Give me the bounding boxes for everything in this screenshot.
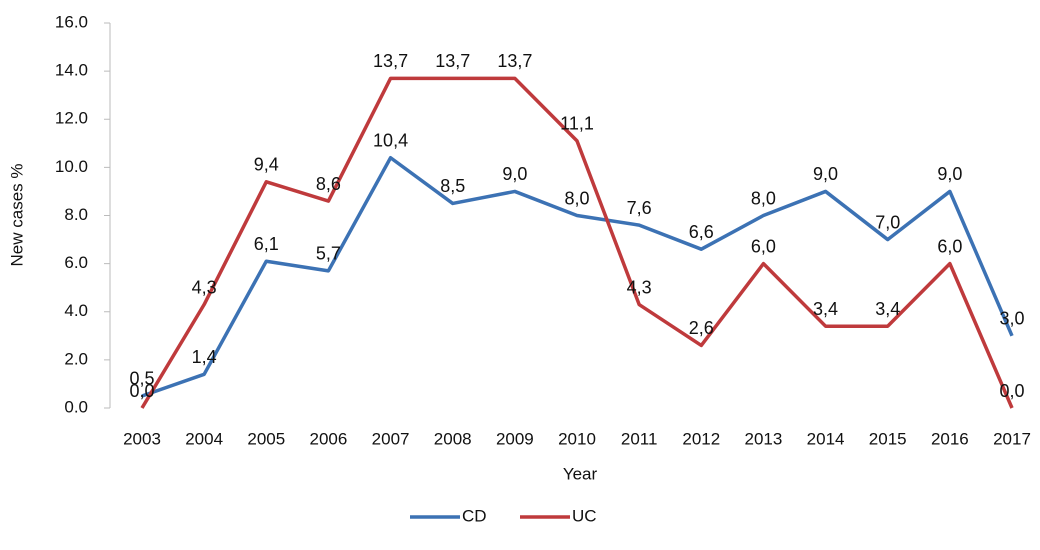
value-label: 9,0 — [937, 164, 962, 184]
y-tick-label: 10.0 — [55, 157, 88, 176]
value-label: 9,4 — [254, 155, 279, 175]
value-label: 10,4 — [373, 131, 408, 151]
x-tick-label: 2009 — [496, 429, 534, 448]
value-label: 8,6 — [316, 174, 341, 194]
value-label: 1,4 — [192, 347, 217, 367]
value-label: 6,6 — [689, 222, 714, 242]
x-tick-label: 2012 — [682, 429, 720, 448]
series-line — [141, 156, 1014, 398]
y-tick-label: 4.0 — [64, 301, 88, 320]
y-tick-label: 6.0 — [64, 253, 88, 272]
value-label: 11,1 — [560, 114, 594, 134]
x-tick-label: 2005 — [247, 429, 285, 448]
x-tick-label: 2004 — [185, 429, 223, 448]
legend-label: UC — [572, 506, 597, 525]
value-label: 13,7 — [373, 51, 408, 71]
x-tick-label: 2010 — [558, 429, 596, 448]
value-label: 7,6 — [627, 198, 652, 218]
x-tick-label: 2017 — [993, 429, 1031, 448]
value-label: 5,7 — [316, 244, 341, 264]
y-tick-label: 12.0 — [55, 109, 88, 128]
y-tick-label: 2.0 — [64, 349, 88, 368]
value-label: 8,0 — [564, 188, 589, 208]
x-axis-title: Year — [563, 464, 598, 483]
x-tick-label: 2006 — [310, 429, 348, 448]
value-label: 0,0 — [129, 381, 154, 401]
value-label: 7,0 — [875, 212, 900, 232]
x-tick-label: 2008 — [434, 429, 472, 448]
value-label: 9,0 — [813, 164, 838, 184]
value-label: 0,0 — [999, 381, 1024, 401]
x-tick-label: 2016 — [931, 429, 969, 448]
y-axis-title: New cases % — [7, 164, 26, 267]
legend-label: CD — [462, 506, 487, 525]
value-label: 4,3 — [627, 277, 652, 297]
value-label: 13,7 — [435, 51, 470, 71]
value-label: 8,0 — [751, 188, 776, 208]
x-tick-label: 2003 — [123, 429, 161, 448]
value-label: 3,4 — [813, 299, 838, 319]
value-label: 8,5 — [440, 176, 465, 196]
value-label: 4,3 — [192, 277, 217, 297]
value-label: 6,0 — [751, 236, 776, 256]
value-label: 6,0 — [937, 236, 962, 256]
value-label: 3,4 — [875, 299, 900, 319]
value-label: 2,6 — [689, 318, 714, 338]
series-line — [140, 76, 1014, 409]
x-tick-label: 2011 — [621, 429, 658, 448]
value-label: 0,5 — [129, 369, 154, 389]
value-label: 9,0 — [502, 164, 527, 184]
x-tick-label: 2013 — [745, 429, 783, 448]
y-tick-label: 0.0 — [64, 397, 88, 416]
value-label: 13,7 — [497, 51, 532, 71]
x-tick-label: 2007 — [372, 429, 410, 448]
y-tick-label: 16.0 — [55, 12, 88, 31]
value-label: 6,1 — [254, 234, 279, 254]
value-label: 3,0 — [999, 309, 1024, 329]
y-tick-label: 8.0 — [64, 205, 88, 224]
y-tick-label: 14.0 — [55, 61, 88, 80]
x-tick-label: 2014 — [807, 429, 845, 448]
x-tick-label: 2015 — [869, 429, 907, 448]
